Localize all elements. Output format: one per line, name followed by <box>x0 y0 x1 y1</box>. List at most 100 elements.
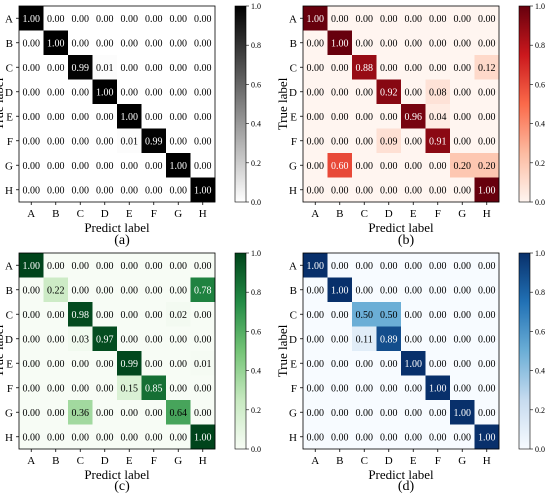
heatmap-cell <box>425 400 451 425</box>
heatmap-cell <box>450 104 475 129</box>
heatmap-cell <box>190 351 216 376</box>
heatmap-cell <box>327 177 353 203</box>
heatmap-cell <box>141 302 167 327</box>
heatmap-cell <box>141 79 167 105</box>
panel-caption: (c) <box>114 479 130 494</box>
heatmap-cell <box>190 400 216 425</box>
x-tick-label: D <box>101 208 109 220</box>
heatmap-cell <box>19 153 44 178</box>
cell-value-label: 0.00 <box>96 261 114 272</box>
cell-value-label: 0.00 <box>331 136 349 147</box>
cell-value-label: 0.00 <box>454 63 472 74</box>
heatmap-cell <box>425 277 451 303</box>
heatmap-cell <box>117 79 142 105</box>
x-tick-label: E <box>126 455 133 467</box>
heatmap-cell <box>166 375 191 401</box>
heatmap-cell <box>92 277 118 303</box>
heatmap-cell <box>92 153 118 178</box>
heatmap-cell <box>450 177 475 203</box>
cell-value-label: 0.00 <box>380 408 398 419</box>
cell-value-label: 0.00 <box>47 112 65 123</box>
heatmap-cell <box>450 79 475 105</box>
heatmap-cell <box>92 177 118 203</box>
cell-value-label: 0.00 <box>96 38 114 49</box>
cell-value-label: 0.00 <box>307 112 325 123</box>
cell-value-label: 0.00 <box>454 185 472 196</box>
heatmap-cell <box>43 55 69 80</box>
heatmap-cell <box>327 253 353 278</box>
cell-value-label: 0.50 <box>356 310 374 321</box>
cell-value-label: 0.00 <box>307 136 325 147</box>
x-axis-label: Predict label <box>84 467 150 482</box>
cell-value-label: 1.00 <box>307 14 325 25</box>
heatmap-cell <box>303 153 328 178</box>
heatmap-cell <box>68 104 93 129</box>
colorbar-tick-label: 1.0 <box>535 2 545 11</box>
cell-value-label: 0.00 <box>170 87 188 98</box>
heatmap-cell <box>376 253 402 278</box>
heatmap-cell <box>425 177 451 203</box>
heatmap-cell <box>190 79 216 105</box>
cell-value-label: 0.00 <box>331 383 349 394</box>
y-tick-label: B <box>6 285 13 297</box>
cell-value-label: 0.00 <box>47 334 65 345</box>
heatmap-cell <box>68 351 93 376</box>
heatmap-cell <box>117 128 142 154</box>
cell-value-label: 0.00 <box>72 38 90 49</box>
heatmap-cell <box>19 253 44 278</box>
cell-value-label: 0.00 <box>145 14 163 25</box>
heatmap-cell <box>190 253 216 278</box>
cell-value-label: 0.00 <box>331 112 349 123</box>
cell-value-label: 0.00 <box>307 38 325 49</box>
cell-value-label: 0.89 <box>380 334 398 345</box>
heatmap-cell <box>425 104 451 129</box>
cell-value-label: 0.92 <box>380 87 398 98</box>
cell-value-label: 0.00 <box>307 63 325 74</box>
heatmap-cell <box>190 55 216 80</box>
heatmap-cell <box>352 177 377 203</box>
heatmap-cell <box>19 277 44 303</box>
cell-value-label: 0.00 <box>429 161 447 172</box>
cell-value-label: 0.00 <box>405 334 423 345</box>
cell-value-label: 0.00 <box>23 432 41 443</box>
heatmap-cell <box>141 400 167 425</box>
heatmap-cell <box>352 253 377 278</box>
heatmap-cell <box>166 177 191 203</box>
heatmap-cell <box>43 104 69 129</box>
heatmap-cell <box>68 375 93 401</box>
x-tick-label: B <box>52 208 59 220</box>
cell-value-label: 0.60 <box>331 161 349 172</box>
cell-value-label: 0.00 <box>121 310 139 321</box>
heatmap-cell <box>352 302 377 327</box>
colorbar-tick-label: 0.8 <box>251 41 261 50</box>
cell-value-label: 0.36 <box>72 408 90 419</box>
cell-value-label: 1.00 <box>23 261 41 272</box>
cell-value-label: 1.00 <box>47 38 65 49</box>
heatmap-cell <box>141 104 167 129</box>
heatmap-cell <box>117 400 142 425</box>
cell-value-label: 0.00 <box>47 14 65 25</box>
heatmap-cell <box>401 302 426 327</box>
heatmap-cell <box>376 79 402 105</box>
cell-value-label: 0.00 <box>96 310 114 321</box>
cell-value-label: 0.00 <box>72 285 90 296</box>
x-tick-label: G <box>174 455 182 467</box>
heatmap-cell <box>425 326 451 352</box>
heatmap-cell <box>92 375 118 401</box>
heatmap-cell <box>425 79 451 105</box>
cell-value-label: 0.00 <box>478 261 496 272</box>
colorbar-tick-label: 0.0 <box>535 445 545 454</box>
cell-value-label: 0.00 <box>194 63 212 74</box>
heatmap-cell <box>401 104 426 129</box>
heatmap-cell <box>68 302 93 327</box>
y-tick-label: B <box>290 38 297 50</box>
heatmap-cell <box>68 6 93 31</box>
heatmap-cell <box>474 30 500 56</box>
cell-value-label: 0.00 <box>121 87 139 98</box>
colorbar-tick-label: 1.0 <box>535 249 545 258</box>
cell-value-label: 0.00 <box>307 359 325 370</box>
colorbar-tick-label: 0.2 <box>535 406 545 415</box>
y-tick-label: C <box>290 62 297 74</box>
cell-value-label: 0.85 <box>145 383 163 394</box>
cell-value-label: 1.00 <box>194 432 212 443</box>
